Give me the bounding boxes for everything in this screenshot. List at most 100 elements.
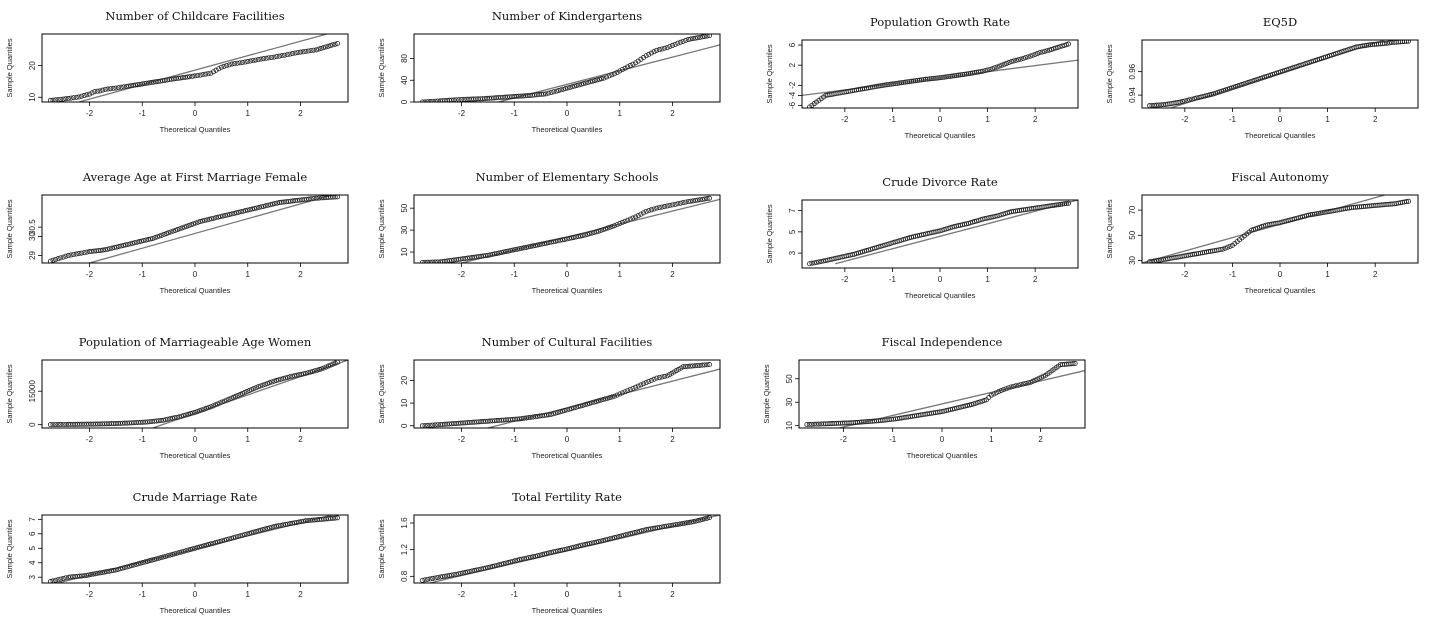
y-tick-label: 3 (788, 250, 797, 255)
data-point (471, 254, 477, 260)
data-point (232, 61, 238, 67)
data-point (201, 543, 207, 549)
data-point (485, 565, 491, 571)
data-point (92, 89, 98, 95)
data-point (238, 209, 244, 215)
data-point (114, 244, 120, 250)
qq-plot-fiscal-independence: Fiscal Independence -2 -1 0 1 2 10 30 50 Theoreti… (762, 335, 1086, 460)
data-point (47, 258, 53, 263)
data-point (471, 568, 477, 574)
data-point (1044, 48, 1050, 54)
data-point (1039, 49, 1045, 55)
data-point (153, 79, 159, 85)
data-point (617, 68, 623, 74)
data-point (212, 402, 218, 408)
data-point (208, 404, 214, 410)
data-point (425, 576, 431, 582)
data-point (476, 254, 482, 260)
data-point (592, 78, 598, 84)
data-point (697, 34, 703, 40)
data-point (255, 57, 261, 63)
data-point (180, 75, 186, 81)
data-point (86, 91, 92, 97)
data-point (809, 260, 815, 266)
data-point (1403, 199, 1409, 205)
data-point (220, 213, 226, 219)
data-point (135, 561, 141, 567)
data-point (176, 550, 182, 556)
data-point (618, 533, 624, 539)
data-point (818, 258, 824, 264)
qq-plot-total-fertility-rate: Total Fertility Rate -2 -1 0 1 2 0.8 1.2 1.6 Theo… (377, 490, 721, 615)
data-point (203, 405, 209, 411)
data-point (521, 415, 527, 421)
data-point (566, 406, 572, 412)
data-point (149, 557, 155, 563)
x-tick-label: 1 (246, 590, 251, 599)
data-point (217, 400, 223, 406)
data-point (591, 229, 597, 235)
data-point (242, 208, 248, 214)
data-point (332, 195, 338, 200)
data-point (807, 261, 813, 267)
qq-panel-eq5d: EQ5D -2 -1 0 1 2 0.94 0.96 Theoretical Quantiles… (1100, 10, 1430, 160)
data-point (1149, 258, 1155, 263)
data-point (505, 560, 511, 566)
data-point (58, 96, 64, 102)
data-point (458, 570, 464, 576)
y-tick-label: 6 (28, 531, 37, 536)
data-point (79, 93, 85, 99)
chart-title: Fiscal Autonomy (1231, 170, 1329, 184)
data-point (604, 74, 610, 80)
data-point (199, 543, 205, 549)
x-tick-label: -2 (841, 115, 849, 124)
y-axis-label: Sample Quantiles (377, 519, 386, 578)
data-point (630, 385, 636, 391)
data-point (600, 227, 606, 233)
data-point (1008, 384, 1014, 390)
data-point (185, 411, 191, 417)
data-point (1154, 102, 1160, 108)
data-point (210, 403, 216, 409)
data-point (154, 234, 160, 240)
data-point (229, 61, 235, 67)
data-point (242, 59, 248, 65)
data-point (172, 227, 178, 233)
data-point (1015, 382, 1021, 388)
data-point (63, 96, 69, 102)
data-point (483, 253, 489, 259)
data-point (65, 252, 71, 258)
data-point (195, 219, 201, 225)
data-point (523, 415, 529, 421)
data-point (648, 207, 654, 213)
data-point (467, 255, 473, 261)
data-point (212, 540, 218, 546)
x-tick-label: 0 (193, 435, 198, 444)
x-axis-label: Theoretical Quantiles (1245, 286, 1316, 295)
data-point (170, 228, 176, 234)
qq-plot-average-age-at-first-marriage-female: Average Age at First Marriage Female -2 -1… (5, 170, 349, 295)
data-point (1003, 386, 1009, 392)
data-point (503, 560, 509, 566)
data-point (181, 548, 187, 554)
data-point (425, 259, 431, 263)
data-point (654, 47, 660, 53)
x-tick-label: 1 (246, 435, 251, 444)
data-point (222, 213, 228, 219)
data-point (130, 82, 136, 88)
data-point (237, 533, 243, 539)
x-tick-label: 1 (989, 435, 994, 444)
x-axis-label: Theoretical Quantiles (160, 451, 231, 460)
data-point (673, 522, 679, 528)
data-point (643, 527, 649, 533)
data-point (271, 378, 277, 384)
y-tick-label: -2 (788, 81, 797, 89)
data-point (1065, 41, 1071, 47)
data-point (84, 249, 90, 255)
data-point (1006, 60, 1012, 66)
data-point (190, 221, 196, 227)
data-point (986, 395, 992, 401)
data-point (97, 570, 103, 576)
data-point (298, 519, 304, 525)
x-tick-label: 0 (565, 435, 570, 444)
